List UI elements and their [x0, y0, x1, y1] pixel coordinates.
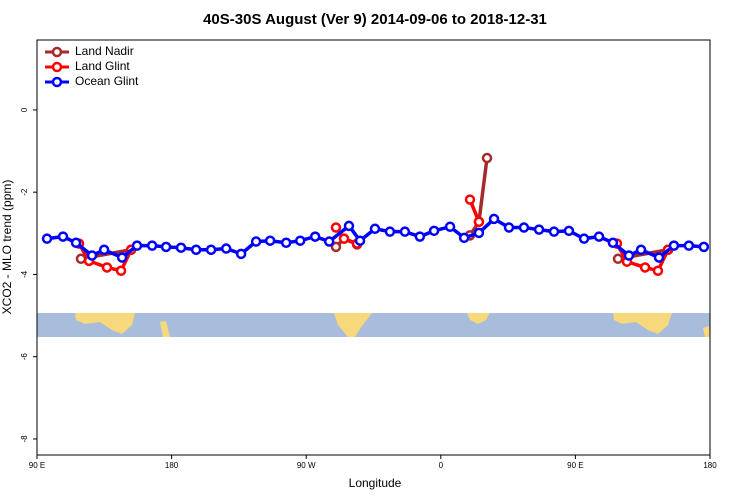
- data-point: [220, 243, 232, 254]
- data-point: [518, 222, 530, 233]
- data-point: [653, 252, 665, 263]
- land: [703, 326, 710, 337]
- data-point: [280, 237, 292, 249]
- data-point: [578, 233, 590, 244]
- data-point: [101, 262, 113, 273]
- data-point: [533, 224, 545, 235]
- data-point: [309, 231, 321, 242]
- data-point: [190, 244, 202, 256]
- x-tick-label: 180: [703, 461, 717, 470]
- data-point: [175, 242, 187, 253]
- x-axis-label: Longitude: [349, 476, 402, 490]
- data-point: [235, 248, 247, 260]
- legend-marker: [51, 76, 63, 88]
- data-point: [668, 240, 680, 251]
- ocean: [37, 313, 710, 337]
- data-point: [399, 226, 411, 237]
- data-point: [623, 250, 635, 261]
- y-tick-label: -2: [20, 188, 29, 196]
- y-tick-label: 0: [20, 107, 29, 112]
- data-point: [294, 235, 306, 246]
- data-point: [41, 233, 53, 244]
- data-point: [464, 194, 476, 205]
- data-point: [330, 222, 342, 233]
- data-point: [343, 220, 355, 232]
- plot-frame: [36, 39, 711, 456]
- legend-marker: [51, 61, 63, 73]
- land: [160, 321, 170, 337]
- data-point: [70, 237, 82, 249]
- legend-label: Land Glint: [75, 59, 130, 73]
- data-point: [652, 265, 664, 276]
- data-point: [683, 240, 695, 251]
- data-point: [639, 262, 651, 273]
- data-point: [146, 240, 158, 251]
- y-axis-label: XCO2 - MLO trend (ppm): [0, 180, 14, 315]
- legend-label: Land Nadir: [75, 44, 134, 58]
- map-strip: [37, 313, 710, 337]
- land: [613, 313, 672, 334]
- data-point: [444, 221, 456, 232]
- y-tick-label: -4: [20, 270, 29, 278]
- data-point: [205, 244, 217, 256]
- data-point: [593, 231, 605, 242]
- data-point: [330, 241, 342, 253]
- data-point: [481, 152, 493, 164]
- legend-label: Ocean Glint: [75, 74, 139, 88]
- land: [467, 313, 490, 324]
- data-point: [473, 227, 485, 239]
- data-point: [698, 241, 710, 253]
- land: [334, 313, 372, 337]
- data-point: [384, 226, 396, 237]
- data-point: [250, 236, 262, 247]
- legend-marker: [51, 46, 63, 58]
- x-tick-label: 180: [165, 461, 179, 470]
- data-point: [323, 236, 335, 247]
- chart-title: 40S-30S August (Ver 9) 2014-09-06 to 201…: [203, 11, 547, 28]
- x-tick-label: 90 E: [567, 461, 583, 470]
- data-point: [488, 213, 500, 225]
- x-tick-label: 90 E: [29, 461, 45, 470]
- data-point: [563, 225, 575, 237]
- data-point: [503, 222, 515, 233]
- y-tick-label: -8: [20, 435, 29, 443]
- data-point: [338, 233, 350, 244]
- data-point: [98, 244, 110, 256]
- data-point: [57, 231, 69, 242]
- data-point: [131, 240, 143, 251]
- data-point: [86, 250, 98, 261]
- land: [75, 313, 135, 334]
- x-tick-label: 90 W: [297, 461, 316, 470]
- data-point: [115, 265, 127, 276]
- data-point: [75, 253, 87, 265]
- data-point: [264, 235, 276, 246]
- x-tick-label: 0: [439, 461, 444, 470]
- data-point: [354, 235, 366, 246]
- y-tick-label: -6: [20, 353, 29, 361]
- data-point: [369, 223, 381, 235]
- data-point: [458, 232, 470, 244]
- data-point: [116, 252, 128, 263]
- data-point: [473, 216, 485, 228]
- data-point: [607, 237, 619, 249]
- data-point: [160, 241, 172, 253]
- data-point: [548, 226, 560, 237]
- data-point: [428, 225, 440, 237]
- data-point: [635, 244, 647, 256]
- data-point: [414, 231, 426, 242]
- data-point: [612, 253, 624, 265]
